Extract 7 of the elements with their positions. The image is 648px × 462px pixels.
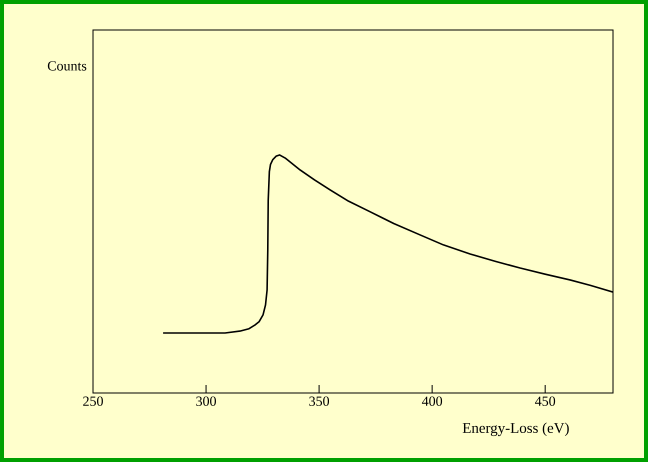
x-tick-label: 350	[309, 396, 330, 406]
x-tick-label: 300	[196, 396, 216, 406]
x-axis-title: Energy-Loss (eV)	[462, 422, 569, 436]
x-tick-label: 450	[534, 396, 556, 406]
x-tick-label: 400	[422, 396, 442, 406]
x-tick-label: 250	[83, 396, 103, 406]
text: Counts	[48, 61, 86, 71]
